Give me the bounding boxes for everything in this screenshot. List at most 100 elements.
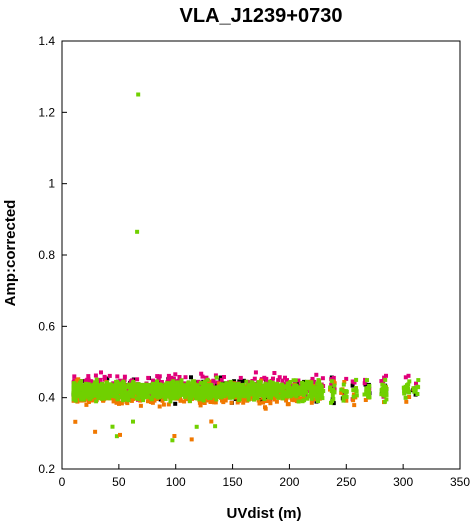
data-point xyxy=(229,400,234,405)
data-point xyxy=(157,374,162,379)
data-point xyxy=(288,394,292,399)
data-point xyxy=(407,390,412,395)
x-tick-label: 250 xyxy=(336,475,356,489)
data-point xyxy=(187,396,192,401)
data-point xyxy=(189,437,194,442)
data-point xyxy=(249,385,254,390)
data-point xyxy=(209,419,214,424)
data-point xyxy=(202,401,207,405)
data-point xyxy=(219,377,224,382)
data-point xyxy=(183,375,188,380)
data-point xyxy=(354,393,359,398)
data-point xyxy=(103,376,107,381)
data-point xyxy=(305,381,310,386)
data-point xyxy=(154,383,159,387)
data-point xyxy=(130,386,134,391)
data-point xyxy=(169,380,174,385)
data-point xyxy=(192,379,197,384)
data-point xyxy=(166,402,171,407)
data-point xyxy=(274,399,279,404)
data-point xyxy=(152,398,157,403)
data-point xyxy=(87,383,92,388)
data-point xyxy=(262,375,267,380)
data-point xyxy=(84,402,89,407)
data-point xyxy=(131,390,136,395)
data-point xyxy=(87,399,91,404)
data-point xyxy=(411,386,416,391)
data-point xyxy=(230,395,235,400)
data-point xyxy=(321,389,326,393)
data-point xyxy=(247,390,252,395)
data-point xyxy=(199,391,203,396)
data-point xyxy=(299,391,304,396)
data-point xyxy=(331,387,336,392)
data-point xyxy=(131,379,136,384)
data-point xyxy=(272,394,277,399)
data-point xyxy=(198,403,203,408)
data-point xyxy=(231,389,236,394)
data-point xyxy=(280,390,285,395)
data-point xyxy=(107,373,112,378)
data-point xyxy=(72,392,77,397)
data-point xyxy=(74,378,79,383)
data-point xyxy=(153,391,158,396)
data-point xyxy=(331,379,336,384)
data-point xyxy=(351,398,356,403)
data-point xyxy=(273,391,278,396)
data-point xyxy=(105,386,109,391)
data-point xyxy=(314,372,319,377)
data-point xyxy=(93,373,98,378)
data-point xyxy=(146,375,151,380)
data-point xyxy=(171,396,176,401)
data-point xyxy=(406,373,411,378)
data-point xyxy=(384,390,389,395)
data-point xyxy=(362,381,367,386)
data-point xyxy=(160,398,165,403)
y-tick-label: 1.2 xyxy=(38,105,55,119)
data-point xyxy=(213,373,218,378)
data-point xyxy=(247,384,252,389)
data-point xyxy=(187,386,191,391)
data-point xyxy=(199,371,204,376)
data-point xyxy=(407,379,412,384)
data-point xyxy=(257,401,262,406)
data-point xyxy=(344,389,349,394)
data-point xyxy=(172,434,177,438)
data-point xyxy=(252,397,256,402)
data-point xyxy=(250,392,255,397)
data-point xyxy=(366,394,371,399)
data-point xyxy=(256,385,261,390)
data-point xyxy=(184,385,189,390)
data-point xyxy=(126,398,131,403)
data-point xyxy=(118,432,122,437)
data-point xyxy=(214,385,219,390)
data-point xyxy=(155,391,160,396)
data-point xyxy=(108,383,113,387)
data-point xyxy=(261,400,266,405)
data-point xyxy=(258,380,263,385)
points-layer xyxy=(71,92,421,443)
data-point xyxy=(131,383,136,388)
data-point xyxy=(221,400,226,405)
data-point xyxy=(238,375,243,380)
data-point xyxy=(287,384,292,389)
data-point xyxy=(209,388,214,392)
data-point xyxy=(111,399,116,404)
data-point xyxy=(416,378,421,383)
data-point xyxy=(220,388,225,393)
data-point xyxy=(329,400,333,405)
data-point xyxy=(228,379,233,384)
data-point xyxy=(315,393,320,398)
data-point xyxy=(216,388,221,393)
data-point xyxy=(208,396,213,400)
data-point xyxy=(98,391,102,395)
data-point xyxy=(301,395,306,400)
data-point xyxy=(310,377,315,382)
data-point xyxy=(229,384,234,389)
data-point xyxy=(301,393,306,397)
data-point xyxy=(141,385,146,390)
data-point xyxy=(99,396,104,401)
data-point xyxy=(267,385,272,390)
data-point xyxy=(194,393,199,398)
data-point xyxy=(285,394,289,399)
